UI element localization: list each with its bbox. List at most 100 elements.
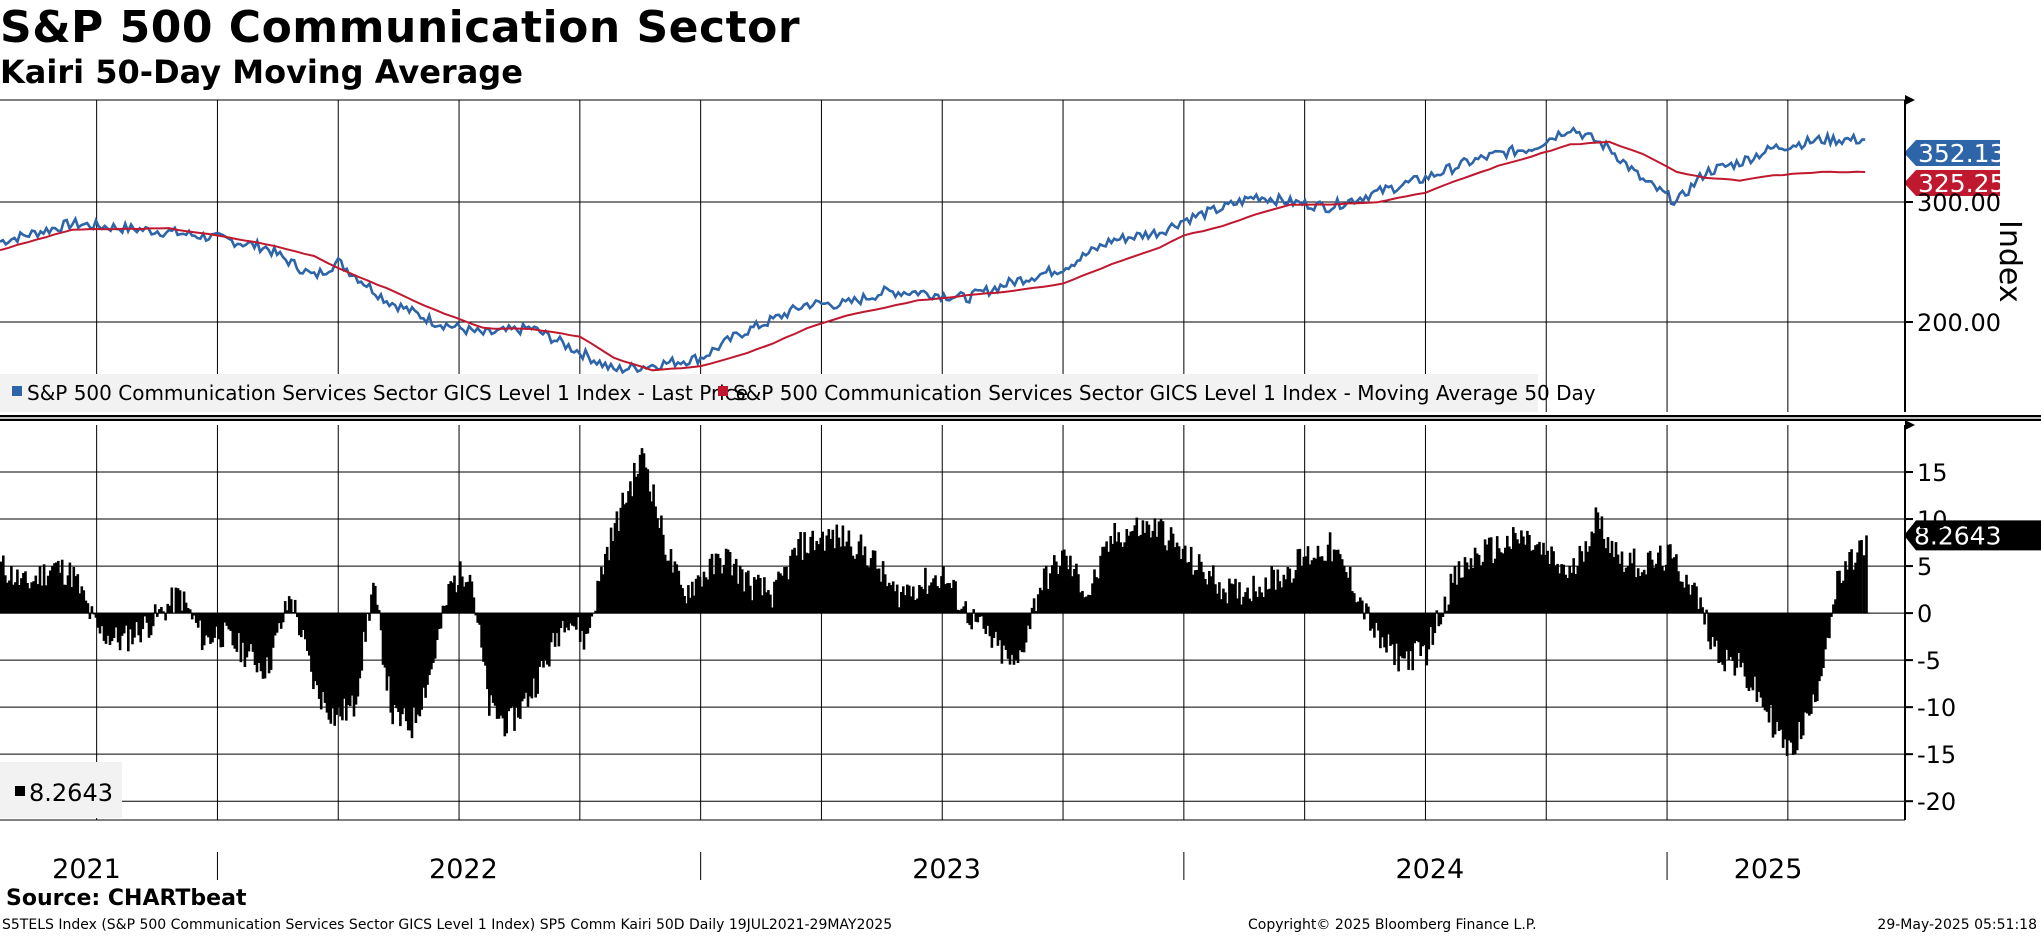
kairi-bar [644,467,648,614]
kairi-bar [1673,557,1676,614]
kairi-bar [1373,613,1376,638]
kairi-bar [685,603,688,614]
kairi-tick-label: -10 [1917,694,1956,722]
kairi-bar [1338,554,1342,614]
kairi-bar [1691,585,1694,614]
kairi-bar [1592,533,1596,614]
kairi-bar [1661,565,1664,614]
kairi-bar [619,507,623,614]
kairi-bar [918,585,921,614]
kairi-bar [1546,550,1549,614]
kairi-bar [1616,554,1620,614]
kairi-bar [1801,613,1805,736]
kairi-bar [1844,561,1847,614]
kairi-bar [779,573,782,614]
kairi-bar [143,613,147,617]
kairi-bar [663,554,667,614]
kairi-bar [395,613,398,709]
kairi-bar [1777,613,1781,731]
kairi-bar [1576,566,1580,614]
kairi-bar [1093,569,1096,614]
kairi-bar [59,572,62,614]
kairi-bar [1278,581,1282,614]
kairi-bar [263,613,267,679]
kairi-bar [257,613,261,663]
kairi-bar [1608,553,1612,613]
kairi-bar [1534,545,1537,614]
kairi-bar [1653,567,1656,614]
kairi-bar [769,594,772,614]
kairi-bar [1449,573,1453,614]
kairi-bar [962,606,965,614]
kairi-bar [1336,549,1340,614]
kairi-bar [346,613,350,705]
kairi-bar [364,613,367,642]
kairi-bar [569,613,572,624]
kairi-bar [859,534,863,614]
kairi-bar [116,613,120,643]
kairi-bar [1228,578,1231,614]
kairi-bar [1826,613,1829,638]
kairi-bar [1300,566,1304,614]
axis-arrow [1905,95,1915,105]
kairi-bar [1671,558,1674,614]
kairi-bar [765,592,768,614]
kairi-bar [1413,613,1416,644]
kairi-bar [609,527,613,614]
kairi-bar [127,613,130,652]
kairi-bar [571,613,574,626]
kairi-bar [580,613,584,631]
kairi-bar [358,613,362,679]
kairi-bar [1282,574,1286,614]
last-value-tag [1904,140,2000,166]
kairi-bar [636,473,640,614]
kairi-bar [1139,534,1143,614]
kairi-bar [424,613,427,698]
kairi-bar [887,582,891,614]
kairi-bar [1689,594,1692,614]
kairi-bar [1695,586,1698,614]
kairi-bar [795,555,798,613]
kairi-bar [312,613,315,690]
kairi-bar [1216,593,1219,614]
kairi-bar [287,596,291,614]
kairi-bar [1310,560,1314,614]
kairi-bar [1171,533,1175,614]
kairi-bar [1240,604,1243,614]
kairi-bar [952,579,955,614]
kairi-bar [1105,541,1108,614]
kairi-bar [1232,584,1235,614]
kairi-bar [634,476,638,614]
kairi-bar [327,613,331,720]
kairi-bar [819,537,822,614]
kairi-bar [777,571,780,614]
kairi-bar [1101,546,1104,614]
kairi-bar [694,578,698,614]
kairi-bar [186,608,190,614]
kairi-bar [1665,564,1668,614]
kairi-bar [70,587,74,614]
kairi-bar [231,613,235,646]
kairi-bar [1717,613,1720,663]
kairi-bar [1481,561,1485,614]
kairi-bar [1129,531,1133,614]
kairi-bar [308,613,311,656]
kairi-bar [1659,545,1662,614]
kairi-bar [1312,557,1316,614]
kairi-bar [726,549,730,614]
kairi-bar [435,613,439,640]
kairi-bar [673,561,677,614]
kairi-bar [1274,589,1278,614]
kairi-bar [553,613,557,647]
kairi-bar [1121,546,1124,614]
kairi-bar [1381,613,1384,638]
kairi-bar [1200,561,1203,614]
kairi-bar [375,604,379,614]
kairi-bar [1202,572,1205,614]
kairi-bar [586,613,590,634]
kairi-bar [976,613,980,623]
kairi-bar [1046,588,1050,614]
kairi-bar [724,548,728,614]
